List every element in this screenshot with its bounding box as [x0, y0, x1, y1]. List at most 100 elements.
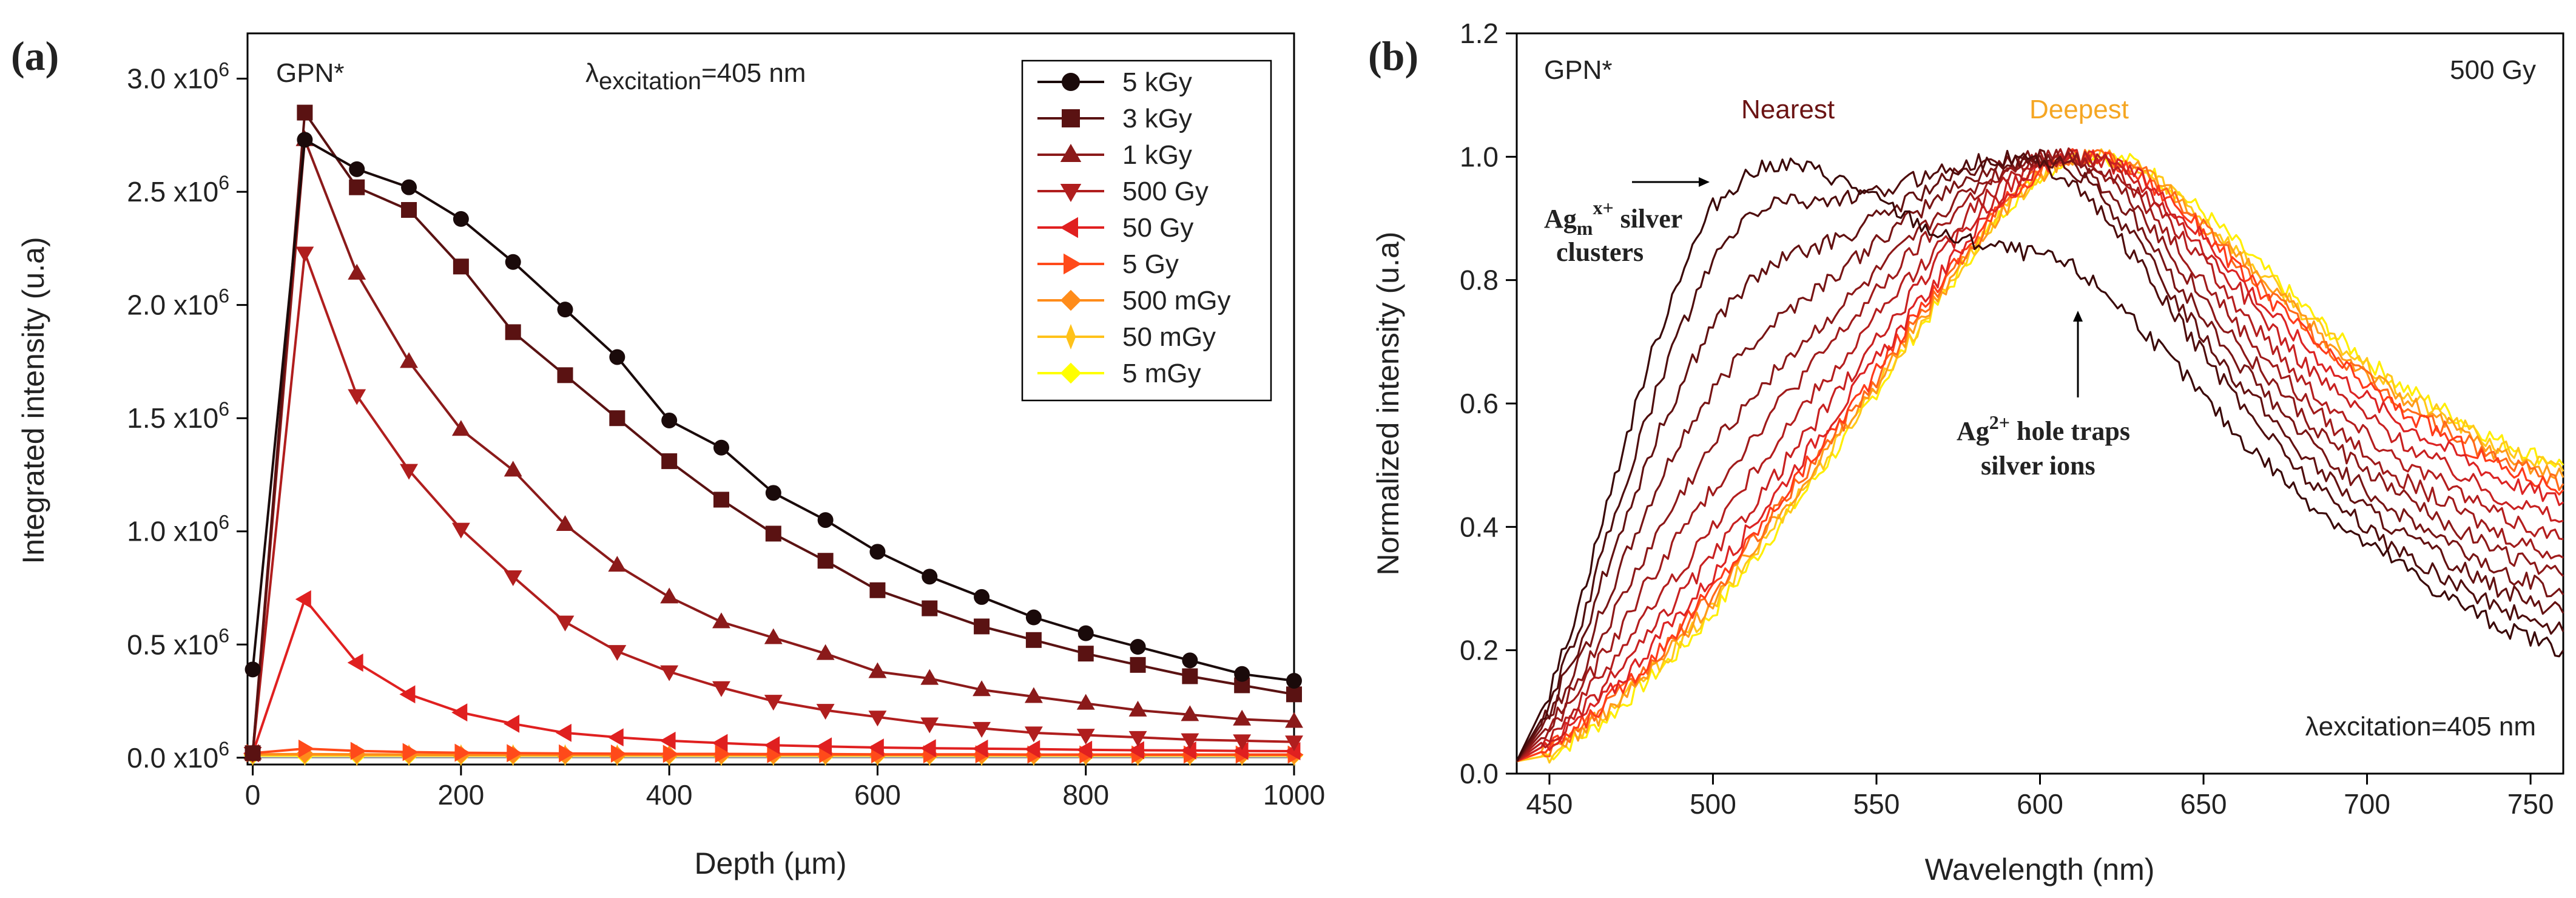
data-point — [1077, 646, 1094, 662]
data-point — [1024, 687, 1043, 703]
data-point — [453, 258, 469, 275]
x-tick-label: 1000 — [1263, 779, 1325, 811]
y-tick-label: 0.2 — [1460, 635, 1499, 666]
data-point — [1076, 694, 1095, 710]
data-point — [244, 661, 261, 678]
data-point — [715, 744, 731, 763]
data-point — [349, 179, 365, 195]
spectrum-line — [1516, 149, 2564, 762]
panel-a-y-axis-label: Integrated intensity (u.a) — [16, 237, 50, 564]
data-point — [349, 161, 365, 177]
x-tick-label: 600 — [2017, 788, 2063, 820]
data-point — [451, 522, 470, 539]
data-point — [868, 662, 887, 678]
x-tick-label: 450 — [1526, 788, 1573, 820]
data-point — [608, 645, 627, 661]
panel-b-x-ticks: 450 500 550 600 650 700 750 — [1526, 774, 2554, 820]
spectrum-line — [1516, 157, 2564, 762]
data-point — [920, 739, 936, 758]
data-point — [1130, 657, 1146, 673]
data-point — [504, 714, 520, 733]
data-point — [507, 744, 523, 763]
legend-label: 1 kGy — [1122, 140, 1192, 170]
x-tick-label: 750 — [2507, 788, 2554, 820]
y-tick-exponent: 6 — [218, 624, 229, 646]
x-tick-label: 400 — [646, 779, 693, 811]
data-point — [347, 653, 363, 672]
x-tick-label: 200 — [437, 779, 484, 811]
data-point — [1285, 735, 1303, 752]
y-tick-mantissa: 0.0 x10 — [127, 742, 218, 774]
panel-a-legend: 5 kGy 3 kGy 1 kGy 500 Gy 50 Gy 5 Gy 500 mGy 50 … — [1021, 59, 1272, 402]
data-point — [868, 711, 887, 727]
data-point — [764, 695, 783, 711]
data-point — [869, 582, 886, 598]
data-point — [868, 738, 884, 757]
data-point — [1077, 625, 1094, 641]
data-point — [1182, 652, 1198, 669]
y-tick-mantissa: 1.5 x10 — [127, 402, 218, 434]
legend-swatch-marker — [1062, 73, 1080, 91]
x-tick-label: 550 — [1853, 788, 1900, 820]
y-tick-exponent: 6 — [218, 738, 229, 760]
legend-swatch-marker — [1065, 324, 1076, 349]
legend-label: 5 Gy — [1122, 249, 1179, 279]
data-point — [972, 739, 988, 758]
data-point — [974, 589, 990, 605]
y-tick-label: 0.0 x106 — [127, 738, 229, 774]
data-point — [1024, 726, 1043, 743]
series-5-kgy — [244, 132, 1302, 689]
y-tick-label: 2.5 x106 — [127, 172, 229, 208]
legend-swatch-marker — [1062, 109, 1080, 127]
data-point — [816, 737, 832, 756]
legend-item: 1 kGy — [1037, 140, 1192, 170]
legend-swatch-marker — [1060, 217, 1078, 238]
x-tick-label: 600 — [854, 779, 901, 811]
y-tick-mantissa: 0.5 x10 — [127, 629, 218, 660]
data-point — [816, 644, 835, 660]
y-tick-exponent: 6 — [218, 398, 229, 420]
panel-a-plot-frame — [246, 32, 1295, 766]
y-tick-exponent: 6 — [218, 59, 229, 81]
data-point — [922, 600, 938, 616]
data-point — [557, 302, 573, 318]
data-point — [1128, 731, 1147, 747]
y-tick-mantissa: 2.0 x10 — [127, 289, 218, 321]
x-tick-label: 800 — [1062, 779, 1109, 811]
spectrum-line — [1516, 150, 2564, 762]
excitation-value: =405 nm — [701, 58, 806, 88]
ag2-rest: hole traps — [2010, 416, 2130, 446]
panel-a-label: (a) — [11, 33, 59, 79]
data-point — [1128, 700, 1147, 717]
legend-swatch-marker — [1060, 362, 1082, 384]
data-point — [295, 246, 314, 263]
legend-swatch-marker — [1060, 289, 1082, 311]
data-point — [1234, 666, 1250, 682]
y-tick-label: 0.8 — [1460, 265, 1499, 296]
agm-cluster-label: Agmx+ silver — [1544, 197, 1682, 239]
panel-a-excitation-label: λexcitation=405 nm — [585, 58, 806, 95]
data-point — [661, 453, 678, 470]
data-point — [401, 179, 417, 195]
spectrum-line — [1516, 149, 2564, 762]
agm-arrow — [1632, 177, 1710, 187]
data-point — [973, 680, 991, 697]
y-tick-label: 0.4 — [1460, 511, 1499, 542]
y-tick-label: 3.0 x106 — [127, 59, 229, 95]
data-point — [348, 263, 366, 280]
x-tick-label: 500 — [1690, 788, 1736, 820]
data-point — [1233, 709, 1252, 726]
data-point — [712, 681, 730, 697]
legend-item: 5 kGy — [1037, 67, 1192, 97]
data-point — [920, 669, 939, 685]
data-point — [660, 665, 679, 681]
data-point — [1024, 740, 1040, 758]
data-point — [1025, 609, 1042, 626]
data-point — [295, 590, 311, 609]
data-point — [1181, 705, 1199, 721]
y-tick-exponent: 6 — [218, 511, 229, 533]
data-point — [348, 389, 366, 405]
